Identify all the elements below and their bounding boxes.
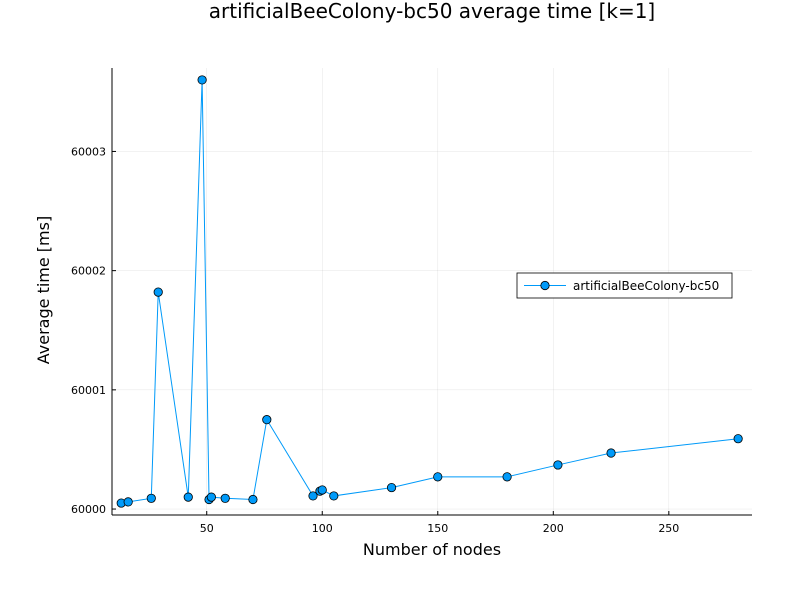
data-point-2 <box>146 493 156 503</box>
y-axis-label: Average time [ms] <box>34 216 53 364</box>
data-point-16 <box>433 472 443 482</box>
y-tick-label-3: 60003 <box>71 145 106 158</box>
data-point-1 <box>123 497 133 507</box>
data-point-19 <box>606 448 616 458</box>
x-tick-label-2: 150 <box>427 522 448 535</box>
data-point-3 <box>153 287 163 297</box>
legend-marker <box>540 280 550 291</box>
data-point-20 <box>733 434 743 444</box>
data-point-14 <box>329 491 339 501</box>
tick-labels: 50 100 150 200 250 60000 60001 60002 60003 <box>71 145 679 535</box>
chart-title: artificialBeeColony-bc50 average time [k… <box>209 0 655 23</box>
x-tick-label-3: 200 <box>543 522 564 535</box>
y-tick-label-1: 60001 <box>71 384 106 397</box>
x-tick-label-0: 50 <box>200 522 214 535</box>
data-point-11 <box>308 491 318 501</box>
legend-label: artificialBeeColony-bc50 <box>573 279 719 293</box>
legend: artificialBeeColony-bc50 <box>516 272 733 299</box>
data-point-7 <box>206 492 216 502</box>
x-axis-label: Number of nodes <box>363 540 501 559</box>
y-tick-label-0: 60000 <box>71 503 106 516</box>
data-point-15 <box>386 482 397 493</box>
data-point-9 <box>248 494 258 505</box>
data-point-4 <box>183 492 193 502</box>
axes <box>111 68 752 516</box>
series <box>116 75 743 508</box>
y-tick-label-2: 60002 <box>71 265 106 278</box>
x-tick-label-1: 100 <box>312 522 333 535</box>
x-tick-label-4: 250 <box>658 522 679 535</box>
data-point-18 <box>553 460 563 470</box>
data-point-13 <box>317 485 327 495</box>
data-point-8 <box>220 493 230 503</box>
data-point-5 <box>197 75 207 85</box>
data-point-10 <box>262 415 272 425</box>
data-point-17 <box>502 472 512 482</box>
